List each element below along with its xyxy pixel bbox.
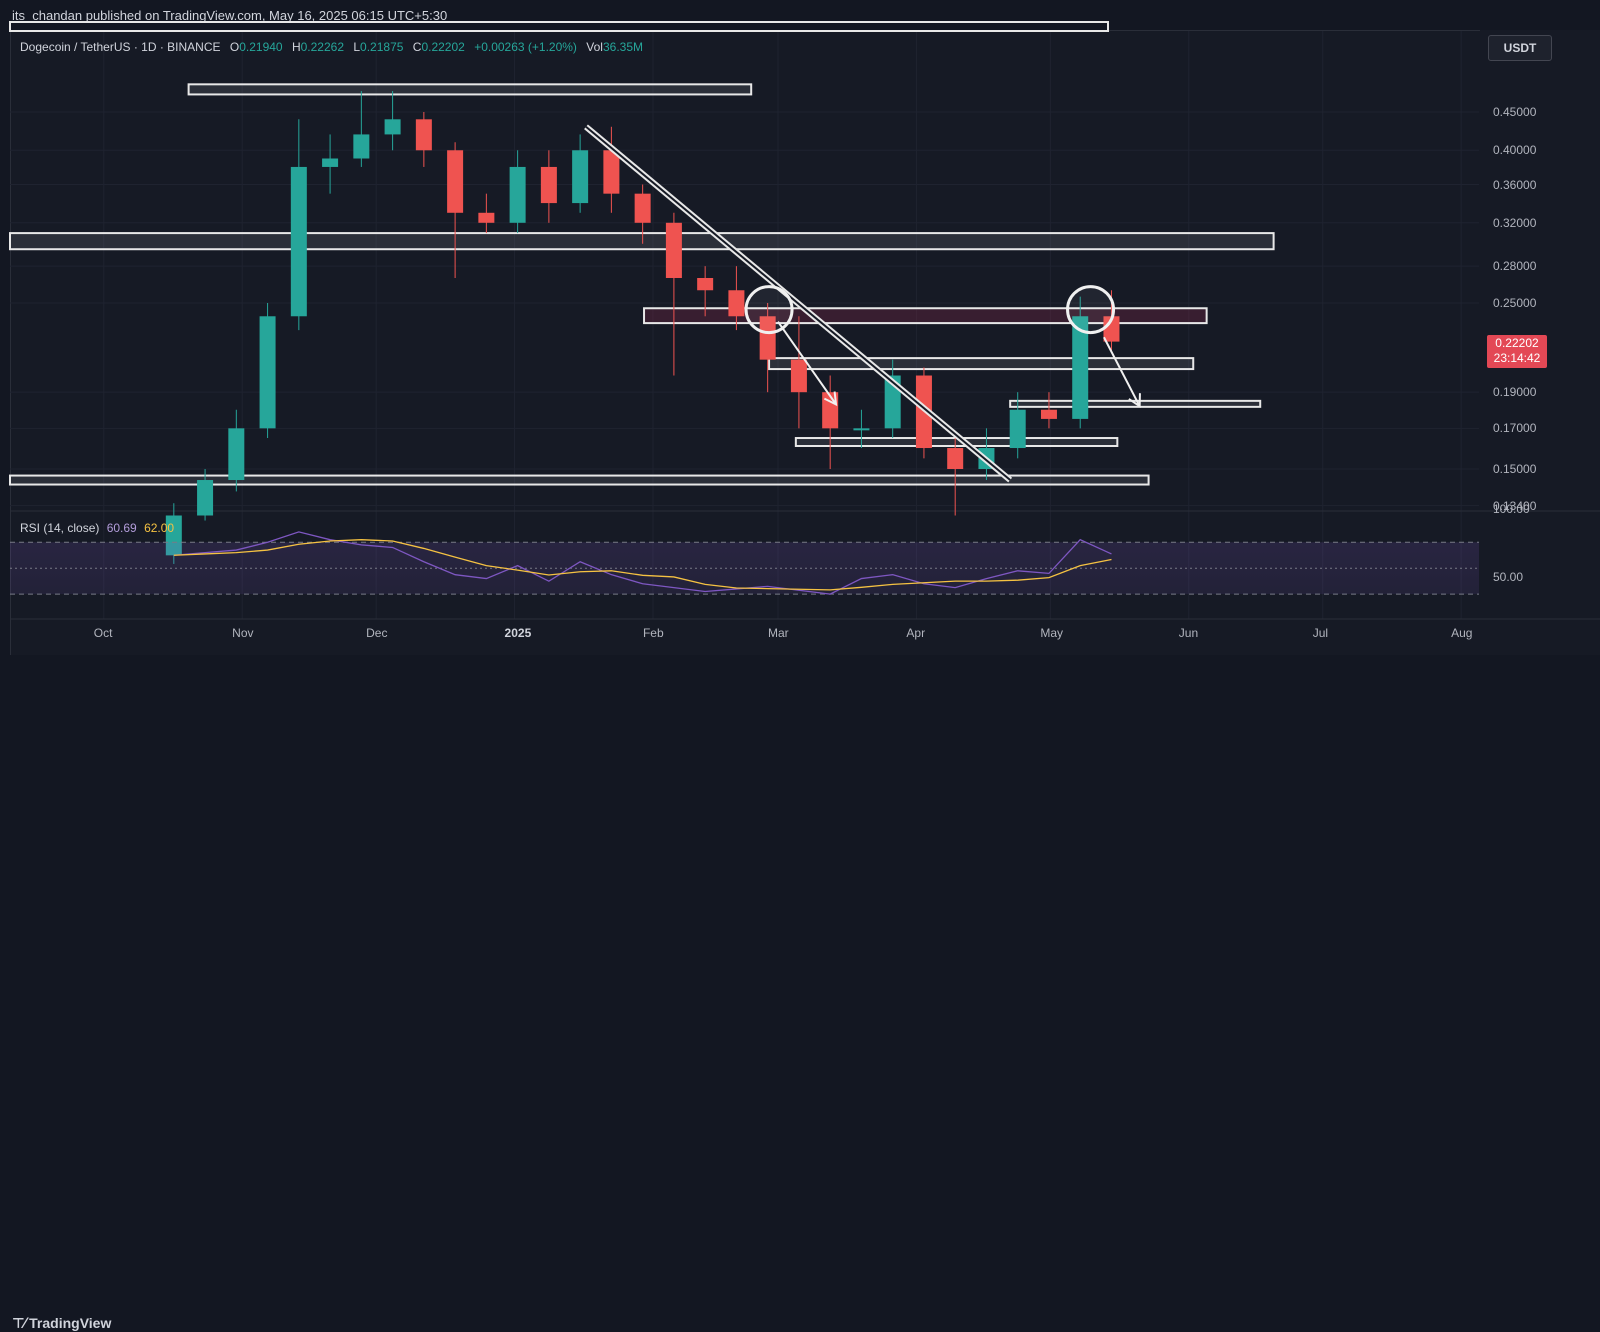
time-tick-label: Nov bbox=[232, 626, 254, 640]
rsi-axis-top: 100.00 bbox=[1493, 502, 1530, 516]
symbol-legend[interactable]: Dogecoin / TetherUS · 1D · BINANCE O0.21… bbox=[20, 40, 643, 54]
time-tick-label: Mar bbox=[767, 626, 789, 640]
rejection-circle-may bbox=[1066, 285, 1116, 335]
zone-rectangle bbox=[187, 83, 753, 96]
chart-svg[interactable] bbox=[0, 0, 1600, 699]
candle-body bbox=[197, 480, 214, 516]
price-tick-label: 0.36000 bbox=[1493, 177, 1537, 192]
rsi-legend[interactable]: RSI (14, close) 60.69 62.00 bbox=[20, 521, 174, 535]
price-tick-label: 0.15000 bbox=[1493, 462, 1537, 476]
candle-body bbox=[759, 316, 776, 360]
time-tick-label: Oct bbox=[93, 626, 113, 640]
time-tick-label: May bbox=[1040, 626, 1064, 640]
time-tick-label: Apr bbox=[906, 626, 926, 640]
volume-value: 36.35M bbox=[602, 40, 643, 54]
tradingview-mark-icon: ⊤⁄ bbox=[12, 1316, 26, 1332]
symbol-name[interactable]: Dogecoin / TetherUS · 1D · BINANCE bbox=[20, 40, 221, 54]
candle-body bbox=[1072, 316, 1089, 419]
price-tick-label: 0.25000 bbox=[1493, 296, 1537, 310]
rsi-ma-value: 62.00 bbox=[144, 521, 175, 535]
open-value: 0.21940 bbox=[239, 40, 283, 54]
rsi-axis-mid: 50.00 bbox=[1493, 570, 1524, 584]
zone-rectangle bbox=[643, 307, 1208, 325]
rsi-label[interactable]: RSI (14, close) bbox=[20, 521, 100, 535]
close-label: C bbox=[412, 40, 422, 54]
candle-body bbox=[947, 448, 964, 469]
current-price-value: 0.22202 bbox=[1495, 336, 1539, 350]
grid-lines bbox=[10, 31, 1600, 620]
candle-body bbox=[728, 290, 745, 317]
projection-arrow-may bbox=[1103, 336, 1141, 407]
candle-body bbox=[415, 119, 432, 151]
footer: ⊤⁄ TradingView bbox=[0, 655, 1600, 1332]
price-tick-label: 0.45000 bbox=[1493, 105, 1537, 119]
time-tick-label: 2025 bbox=[504, 626, 532, 640]
candle-body bbox=[540, 166, 557, 204]
candle-body bbox=[259, 316, 276, 429]
price-tick-label: 0.28000 bbox=[1493, 259, 1537, 274]
candle-body bbox=[353, 134, 370, 159]
volume-label: Vol bbox=[586, 40, 603, 54]
candle-body bbox=[697, 277, 714, 291]
time-tick-label: Jul bbox=[1312, 626, 1329, 640]
candle-body bbox=[1040, 409, 1057, 419]
currency-button[interactable]: USDT bbox=[1488, 35, 1552, 61]
open-label: O bbox=[229, 40, 240, 54]
high-value: 0.22262 bbox=[300, 40, 345, 54]
candle-body bbox=[322, 158, 339, 167]
candle-body bbox=[478, 212, 495, 223]
descending-trendline-inner bbox=[585, 126, 1011, 481]
tradingview-brand: TradingView bbox=[29, 1315, 112, 1331]
publisher-line: its_chandan published on TradingView.com… bbox=[12, 8, 448, 23]
time-tick-label: Dec bbox=[366, 626, 388, 640]
projection-arrow-march-head bbox=[823, 391, 838, 407]
candle-body bbox=[634, 193, 651, 223]
top-bar: its_chandan published on TradingView.com… bbox=[0, 0, 1600, 30]
candle-body bbox=[447, 150, 464, 213]
bar-countdown: 23:14:42 bbox=[1493, 351, 1541, 365]
candle-body bbox=[790, 359, 807, 393]
change-value: +0.00263 (+1.20%) bbox=[474, 40, 577, 54]
support-resistance-zones bbox=[9, 21, 1275, 486]
low-value: 0.21875 bbox=[360, 40, 404, 54]
close-value: 0.22202 bbox=[421, 40, 465, 54]
time-tick-label: Jun bbox=[1178, 626, 1199, 640]
price-tick-label: 0.32000 bbox=[1493, 215, 1537, 230]
time-tick-label: Feb bbox=[642, 626, 664, 640]
zone-rectangle bbox=[9, 21, 1109, 32]
candle-body bbox=[853, 428, 870, 431]
candle-body bbox=[603, 150, 620, 194]
price-tick-label: 0.17000 bbox=[1493, 421, 1537, 436]
time-tick-label: Aug bbox=[1451, 626, 1473, 640]
candle-body bbox=[665, 222, 682, 278]
zone-rectangle bbox=[9, 232, 1275, 251]
candle-body bbox=[384, 119, 401, 135]
low-label: L bbox=[353, 40, 361, 54]
rsi-value: 60.69 bbox=[106, 521, 137, 535]
zone-rectangle bbox=[9, 474, 1150, 486]
price-tick-label: 0.19000 bbox=[1493, 385, 1537, 400]
rsi-line bbox=[173, 531, 1112, 595]
price-tick-label: 0.40000 bbox=[1493, 143, 1537, 158]
projection-arrow-may-head bbox=[1128, 393, 1141, 409]
price-tick-label: 0.13400 bbox=[1493, 498, 1537, 513]
annotations bbox=[584, 124, 1141, 483]
high-label: H bbox=[291, 40, 301, 54]
candle-body bbox=[290, 166, 307, 317]
rsi-panel bbox=[10, 531, 1479, 595]
candle-body bbox=[1103, 316, 1120, 342]
candle-body bbox=[228, 428, 245, 481]
projection-arrow-march bbox=[777, 321, 837, 405]
rejection-circle-march bbox=[744, 285, 794, 335]
candle-body bbox=[1009, 409, 1026, 449]
candle-body bbox=[572, 150, 589, 204]
zone-rectangle bbox=[768, 357, 1195, 371]
candlestick-series bbox=[165, 91, 1120, 564]
tradingview-logo[interactable]: ⊤⁄ TradingView bbox=[12, 1315, 111, 1332]
rsi-ma-line bbox=[173, 539, 1112, 591]
candle-body bbox=[509, 166, 526, 223]
current-price-tag: 0.22202 23:14:42 bbox=[1487, 335, 1547, 368]
